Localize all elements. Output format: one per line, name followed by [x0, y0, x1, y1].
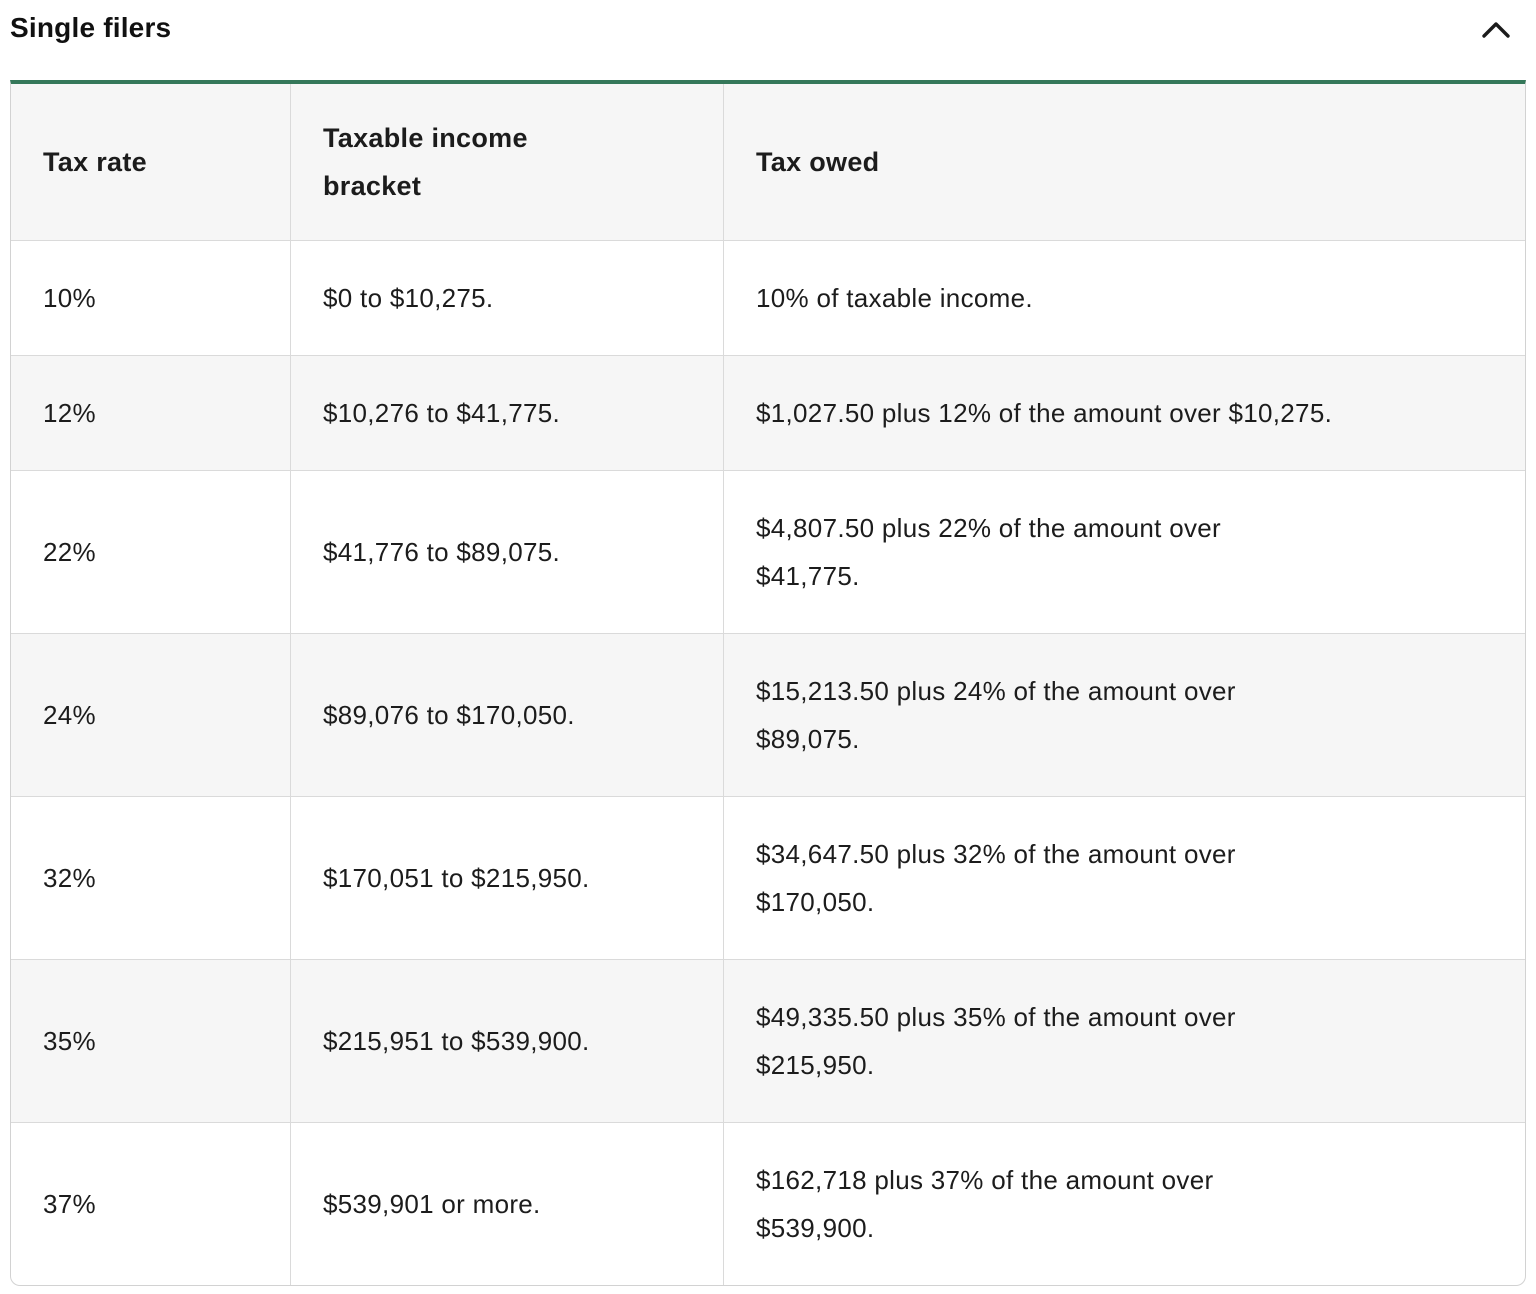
table-row: 12% $10,276 to $41,775. $1,027.50 plus 1… — [11, 356, 1525, 471]
cell-income-bracket: $41,776 to $89,075. — [291, 471, 724, 634]
cell-tax-rate: 24% — [11, 634, 291, 797]
cell-income-bracket: $89,076 to $170,050. — [291, 634, 724, 797]
cell-tax-owed: 10% of taxable income. — [724, 241, 1525, 356]
cell-income-bracket: $170,051 to $215,950. — [291, 797, 724, 960]
tax-brackets-table: Tax rate Taxable income bracket Tax owed… — [10, 80, 1526, 1286]
table-row: 24% $89,076 to $170,050. $15,213.50 plus… — [11, 634, 1525, 797]
cell-tax-rate: 10% — [11, 241, 291, 356]
accordion-header[interactable]: Single filers — [10, 12, 1526, 44]
cell-income-bracket: $10,276 to $41,775. — [291, 356, 724, 471]
table-row: 32% $170,051 to $215,950. $34,647.50 plu… — [11, 797, 1525, 960]
table-row: 37% $539,901 or more. $162,718 plus 37% … — [11, 1123, 1525, 1285]
cell-tax-owed: $34,647.50 plus 32% of the amount over $… — [724, 797, 1525, 960]
section-title: Single filers — [10, 12, 172, 43]
cell-tax-rate: 32% — [11, 797, 291, 960]
cell-tax-rate: 12% — [11, 356, 291, 471]
table-header-row: Tax rate Taxable income bracket Tax owed — [11, 84, 1525, 241]
cell-tax-owed: $162,718 plus 37% of the amount over $53… — [756, 1165, 1214, 1243]
table-row: 22% $41,776 to $89,075. $4,807.50 plus 2… — [11, 471, 1525, 634]
cell-income-bracket: $539,901 or more. — [291, 1123, 724, 1285]
collapse-button[interactable] — [1480, 18, 1512, 44]
cell-tax-rate: 35% — [11, 960, 291, 1123]
cell-tax-rate: 22% — [11, 471, 291, 634]
cell-income-bracket: $0 to $10,275. — [291, 241, 724, 356]
cell-income-bracket: $215,951 to $539,900. — [291, 960, 724, 1123]
table-row: 35% $215,951 to $539,900. $49,335.50 plu… — [11, 960, 1525, 1123]
cell-tax-owed: $1,027.50 plus 12% of the amount over $1… — [724, 356, 1525, 471]
header-tax-rate: Tax rate — [11, 84, 291, 241]
cell-tax-owed: $4,807.50 plus 22% of the amount over $4… — [724, 471, 1525, 634]
table-row: 10% $0 to $10,275. 10% of taxable income… — [11, 241, 1525, 356]
cell-tax-owed: $49,335.50 plus 35% of the amount over $… — [724, 960, 1525, 1123]
cell-tax-rate: 37% — [11, 1123, 291, 1285]
chevron-up-icon — [1482, 22, 1510, 38]
header-tax-owed: Tax owed — [724, 84, 1525, 241]
header-taxable-income-bracket: Taxable income bracket — [291, 84, 724, 241]
cell-tax-owed: $15,213.50 plus 24% of the amount over $… — [724, 634, 1525, 797]
